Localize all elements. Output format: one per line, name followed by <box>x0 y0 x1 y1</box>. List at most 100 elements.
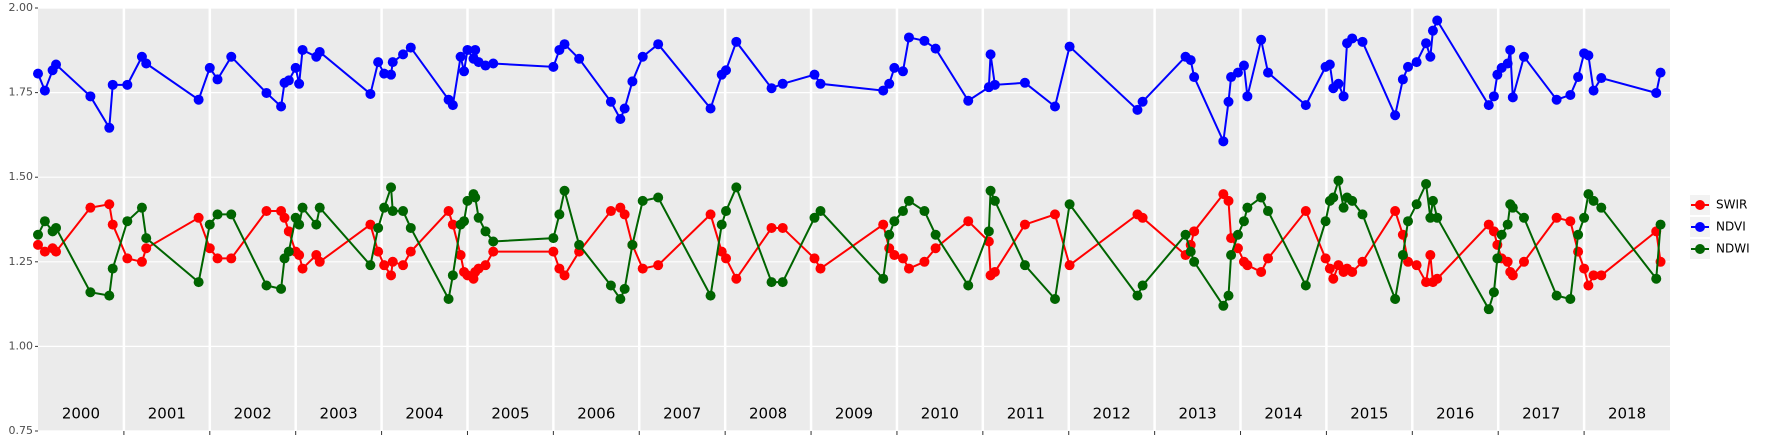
point <box>462 44 473 55</box>
point <box>294 219 305 230</box>
point <box>85 287 96 298</box>
year-label: 2016 <box>1436 405 1474 423</box>
point <box>605 206 616 217</box>
point <box>1064 41 1075 52</box>
point <box>294 250 305 261</box>
point <box>1596 270 1607 281</box>
point <box>1320 253 1331 264</box>
point <box>637 195 648 206</box>
point <box>878 85 889 96</box>
point <box>919 35 930 46</box>
point <box>1049 294 1060 305</box>
point <box>314 202 325 213</box>
year-label: 2007 <box>663 405 701 423</box>
point <box>1427 25 1438 36</box>
point <box>455 250 466 261</box>
point <box>1411 199 1422 210</box>
legend-label: NDVI <box>1716 220 1746 234</box>
point <box>615 294 626 305</box>
point <box>261 87 272 98</box>
point <box>721 65 732 76</box>
point <box>447 270 458 281</box>
point <box>983 226 994 237</box>
point <box>1185 55 1196 66</box>
point <box>1502 256 1513 267</box>
point <box>1573 229 1584 240</box>
point <box>141 58 152 69</box>
year-label: 2010 <box>921 405 959 423</box>
year-label: 2002 <box>234 405 272 423</box>
point <box>1357 36 1368 47</box>
point <box>815 78 826 89</box>
point <box>919 256 930 267</box>
point <box>766 83 777 94</box>
point <box>705 209 716 220</box>
point <box>1019 219 1030 230</box>
point <box>373 222 384 233</box>
point <box>1425 212 1436 223</box>
point <box>721 206 732 217</box>
point <box>1397 250 1408 261</box>
point <box>387 57 398 68</box>
point <box>1137 212 1148 223</box>
point <box>1551 290 1562 301</box>
point <box>1232 67 1243 78</box>
point <box>963 95 974 106</box>
point <box>1425 250 1436 261</box>
year-label: 2008 <box>749 405 787 423</box>
year-label: 2011 <box>1007 405 1045 423</box>
point <box>386 69 397 80</box>
point <box>1333 260 1344 271</box>
point <box>1320 216 1331 227</box>
point <box>559 270 570 281</box>
point <box>1483 219 1494 230</box>
point <box>33 229 43 240</box>
point <box>653 192 664 203</box>
point <box>1507 270 1518 281</box>
point <box>1347 195 1358 206</box>
point <box>1425 51 1436 62</box>
point <box>459 66 470 77</box>
point <box>122 253 133 264</box>
point <box>1483 304 1494 315</box>
point <box>405 222 416 233</box>
point <box>989 195 1000 206</box>
point <box>930 229 941 240</box>
point <box>1189 256 1200 267</box>
point <box>815 263 826 274</box>
year-label: 2014 <box>1264 405 1302 423</box>
point <box>297 202 308 213</box>
point <box>365 260 376 271</box>
point <box>470 44 481 55</box>
point <box>1180 229 1191 240</box>
point <box>1137 96 1148 107</box>
point <box>1189 226 1200 237</box>
point <box>1397 74 1408 85</box>
point <box>777 277 788 288</box>
point <box>1324 59 1335 70</box>
point <box>963 280 974 291</box>
point <box>405 246 416 257</box>
point <box>283 246 294 257</box>
point <box>1432 273 1443 284</box>
point <box>1390 206 1401 217</box>
point <box>884 229 895 240</box>
point <box>554 263 565 274</box>
point <box>107 263 118 274</box>
point <box>1132 290 1143 301</box>
point <box>405 42 416 53</box>
point <box>297 263 308 274</box>
point <box>548 233 559 244</box>
point <box>930 243 941 254</box>
point <box>1565 294 1576 305</box>
point <box>1256 266 1267 277</box>
point <box>141 243 152 254</box>
point <box>721 253 732 264</box>
point <box>261 280 272 291</box>
y-tick-label: 1.00 <box>9 339 34 352</box>
point <box>809 212 820 223</box>
point <box>365 219 376 230</box>
point <box>379 202 390 213</box>
year-label: 2000 <box>62 405 100 423</box>
point <box>212 74 223 85</box>
